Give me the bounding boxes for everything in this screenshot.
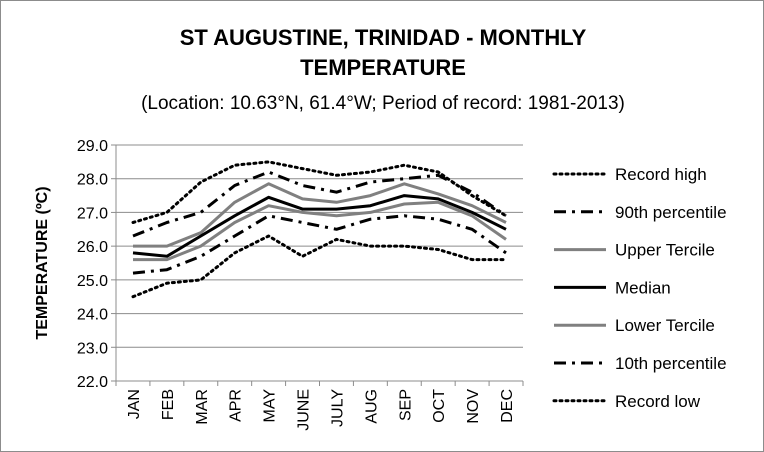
legend-label: Median: [615, 278, 671, 297]
series-line-90th-percentile: [132, 170, 507, 238]
x-tick-label: AUG: [363, 389, 380, 424]
x-tick-label: MAR: [194, 389, 211, 425]
legend-label: Record low: [615, 392, 701, 411]
x-tick-label: APR: [228, 389, 245, 422]
series-line-lower-tercile: [133, 200, 507, 262]
series-line-record-low: [131, 234, 508, 299]
chart-title: ST AUGUSTINE, TRINIDAD - MONTHLY TEMPERA…: [1, 23, 764, 83]
y-tick-label: 23.0: [77, 340, 108, 357]
axes: [111, 144, 524, 386]
series-line-median: [132, 194, 507, 258]
x-tick-label: JULY: [329, 389, 346, 427]
x-tick-label: OCT: [431, 389, 448, 423]
legend: Record high 90th percentile Upper Tercile M…: [552, 165, 727, 411]
x-tick-label: JUNE: [296, 389, 313, 431]
legend-label: Lower Tercile: [615, 316, 715, 335]
chart-title-line-1: ST AUGUSTINE, TRINIDAD - MONTHLY: [179, 25, 587, 50]
y-tick-label: 28.0: [77, 172, 108, 189]
series-line-record-high: [131, 160, 508, 224]
x-tick-label: SEP: [397, 389, 414, 421]
legend-label: Upper Tercile: [615, 241, 715, 260]
y-tick-label: 27.0: [77, 205, 108, 222]
x-tick-label: JAN: [126, 389, 143, 419]
series-line-10th-percentile: [132, 214, 507, 275]
x-tick-label: FEB: [160, 389, 177, 420]
gridlines: [116, 144, 523, 348]
x-tick-label: NOV: [465, 389, 482, 424]
y-tick-labels: 22.0 23.0 24.0 25.0 26.0 27.0 28.0 29.0: [77, 138, 108, 391]
y-tick-label: 26.0: [77, 239, 108, 256]
y-tick-label: 29.0: [77, 138, 108, 155]
y-tick-label: 25.0: [77, 273, 108, 290]
legend-label: 10th percentile: [615, 354, 727, 373]
x-tick-labels: JAN FEB MAR APR MAY JUNE JULY AUG SEP OCT NOV DEC: [126, 389, 516, 431]
series-line-upper-tercile: [133, 182, 507, 248]
y-axis-label: TEMPERATURE (ºC): [34, 186, 51, 339]
chart-subtitle: (Location: 10.63°N, 61.4°W; Period of re…: [141, 93, 625, 114]
series-lines: [131, 160, 508, 299]
y-tick-label: 22.0: [77, 374, 108, 391]
x-tick-label: MAY: [262, 389, 279, 423]
y-tick-label: 24.0: [77, 307, 108, 324]
x-tick-label: DEC: [499, 389, 516, 423]
chart-title-line-2: TEMPERATURE: [300, 55, 466, 80]
legend-label: 90th percentile: [615, 203, 727, 222]
legend-label: Record high: [615, 165, 707, 184]
